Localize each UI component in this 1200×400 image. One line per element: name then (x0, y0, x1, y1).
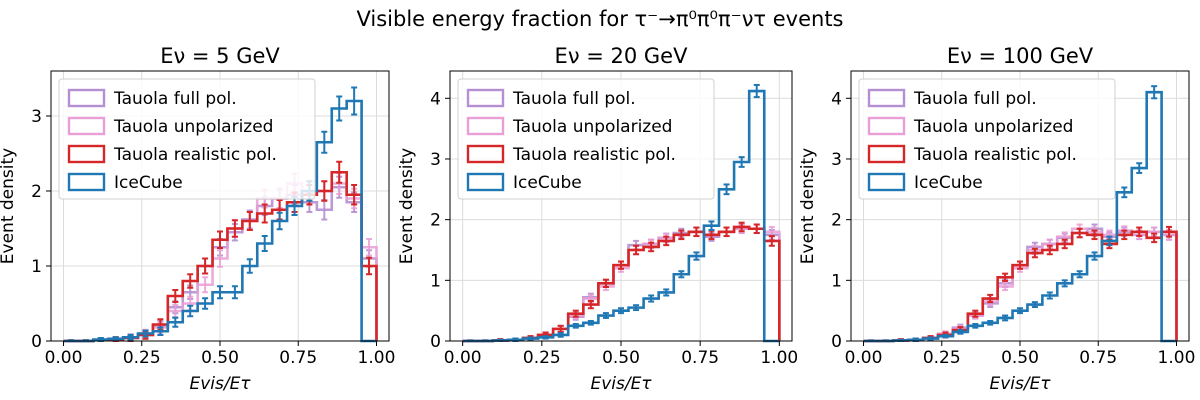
legend-label-tauola-full-pol: Tauola full pol. (913, 89, 1037, 109)
legend-swatch-tauola-full-pol (466, 88, 505, 108)
legend-box (457, 78, 715, 200)
legend-label-tauola-unpolarized: Tauola unpolarized (113, 117, 273, 137)
legend-swatch-icecube (466, 172, 505, 192)
legend-swatch-icecube (67, 172, 106, 192)
y-tick-label: 3 (430, 150, 441, 170)
legend-swatch-tauola-realistic-pol (67, 144, 106, 164)
legend-label-icecube: IceCube (114, 173, 183, 193)
x-tick-label: 0.00 (45, 348, 83, 368)
y-tick-label: 0 (31, 332, 42, 352)
figure-suptitle: Visible energy fraction for τ⁻→π⁰π⁰π⁻ντ … (357, 7, 844, 31)
y-tick-label: 1 (430, 271, 441, 291)
chart-panel-2: 0.00 0.25 0.50 0.75 1.00 0 1 2 3 4 Eν = 20 GeV Evis… (397, 44, 798, 394)
x-tick-label: 0.50 (201, 348, 239, 368)
legend-label-tauola-realistic-pol: Tauola realistic pol. (512, 145, 676, 165)
legend-label-tauola-realistic-pol: Tauola realistic pol. (913, 145, 1077, 165)
legend-swatch-tauola-realistic-pol (466, 144, 505, 164)
chart-panel-3: 0.00 0.25 0.50 0.75 1.00 0 1 2 3 4 Eν = 100 GeV Evi… (798, 44, 1195, 394)
panels: 0.00 0.25 0.50 0.75 1.00 0 1 2 3 Eν = 5 GeV Evis/E… (0, 44, 1195, 394)
chart-panel-1: 0.00 0.25 0.50 0.75 1.00 0 1 2 3 Eν = 5 GeV Evis/E… (0, 44, 395, 394)
chart-title: Eν = 20 GeV (555, 44, 689, 68)
legend-label-tauola-unpolarized: Tauola unpolarized (913, 117, 1073, 137)
histogram-line-icecube (462, 89, 780, 343)
legend-swatch-tauola-unpolarized (867, 116, 906, 136)
legend-swatch-tauola-realistic-pol (867, 144, 906, 164)
y-tick-label: 3 (31, 107, 42, 127)
legend-box (858, 78, 1116, 200)
legend-label-tauola-full-pol: Tauola full pol. (512, 89, 636, 109)
legend-swatch-tauola-unpolarized (466, 116, 505, 136)
x-tick-label: 0.50 (602, 348, 640, 368)
x-axis-label: Evis/Eτ (989, 374, 1051, 394)
y-tick-label: 2 (430, 211, 441, 231)
y-tick-label: 3 (831, 150, 842, 170)
y-tick-label: 0 (831, 332, 842, 352)
y-tick-label: 4 (430, 89, 441, 109)
x-axis-label: Evis/Eτ (189, 374, 251, 394)
y-axis-label: Event density (0, 148, 18, 264)
x-tick-label: 1.00 (760, 348, 798, 368)
y-tick-label: 0 (430, 332, 441, 352)
y-tick-label: 1 (31, 257, 42, 277)
legend-label-tauola-full-pol: Tauola full pol. (113, 89, 237, 109)
legend-label-tauola-unpolarized: Tauola unpolarized (512, 117, 672, 137)
legend-box (58, 78, 316, 200)
x-tick-label: 1.00 (358, 348, 396, 368)
x-tick-label: 0.25 (523, 348, 561, 368)
x-tick-label: 0.00 (444, 348, 482, 368)
legend: Tauola full pol. Tauola unpolarized Tauola… (858, 78, 1116, 200)
legend-label-icecube: IceCube (513, 173, 582, 193)
chart-title: Eν = 5 GeV (160, 44, 280, 68)
x-tick-label: 0.75 (681, 348, 719, 368)
y-axis-label: Event density (798, 148, 818, 264)
legend: Tauola full pol. Tauola unpolarized Tauola… (58, 78, 316, 200)
x-tick-label: 0.75 (279, 348, 317, 368)
legend-swatch-tauola-full-pol (67, 88, 106, 108)
x-tick-label: 0.25 (123, 348, 161, 368)
legend-label-tauola-realistic-pol: Tauola realistic pol. (113, 145, 277, 165)
y-tick-label: 1 (831, 271, 842, 291)
x-tick-label: 1.00 (1158, 348, 1196, 368)
x-tick-label: 0.50 (1001, 348, 1039, 368)
histogram-line-icecube (863, 90, 1177, 343)
x-axis-label: Evis/Eτ (590, 374, 652, 394)
legend-swatch-icecube (867, 172, 906, 192)
legend-label-icecube: IceCube (914, 173, 983, 193)
y-axis-label: Event density (397, 148, 417, 264)
legend-swatch-tauola-full-pol (867, 88, 906, 108)
x-tick-label: 0.75 (1079, 348, 1117, 368)
chart-title: Eν = 100 GeV (947, 44, 1094, 68)
y-tick-label: 2 (831, 211, 842, 231)
legend-swatch-tauola-unpolarized (67, 116, 106, 136)
y-tick-label: 4 (831, 89, 842, 109)
x-tick-label: 0.25 (923, 348, 961, 368)
x-tick-label: 0.00 (845, 348, 883, 368)
y-tick-label: 2 (31, 182, 42, 202)
legend: Tauola full pol. Tauola unpolarized Tauola… (457, 78, 715, 200)
